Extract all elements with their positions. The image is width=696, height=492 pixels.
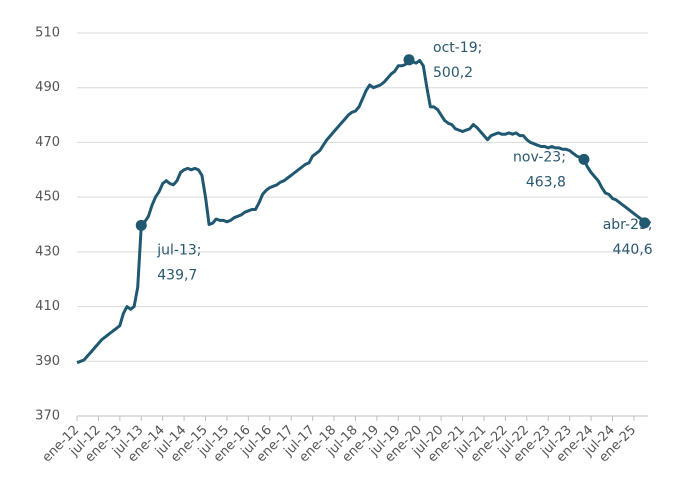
- y-tick-label: 370: [35, 409, 60, 424]
- y-tick-label: 450: [35, 190, 60, 205]
- annotation-point: [578, 153, 590, 165]
- annotation-label: nov-23;: [513, 149, 566, 165]
- annotation-label: abr-25;: [603, 217, 653, 233]
- y-tick-label: 470: [35, 135, 60, 150]
- annotation-label: oct-19;: [433, 40, 482, 56]
- y-tick-label: 510: [35, 26, 60, 41]
- y-tick-label: 410: [35, 299, 60, 314]
- annotation-point: [135, 219, 147, 231]
- annotation-point: [639, 217, 651, 229]
- annotation-point: [403, 54, 415, 66]
- annotation-label: jul-13;: [156, 242, 201, 258]
- y-tick-label: 390: [35, 354, 60, 369]
- y-tick-label: 430: [35, 244, 60, 259]
- y-tick-label: 490: [35, 80, 60, 95]
- annotation-value: 463,8: [526, 174, 566, 190]
- line: [76, 58, 646, 365]
- annotation-value: 439,7: [157, 267, 197, 283]
- annotation-value: 440,6: [613, 242, 653, 258]
- annotation-value: 500,2: [433, 65, 473, 81]
